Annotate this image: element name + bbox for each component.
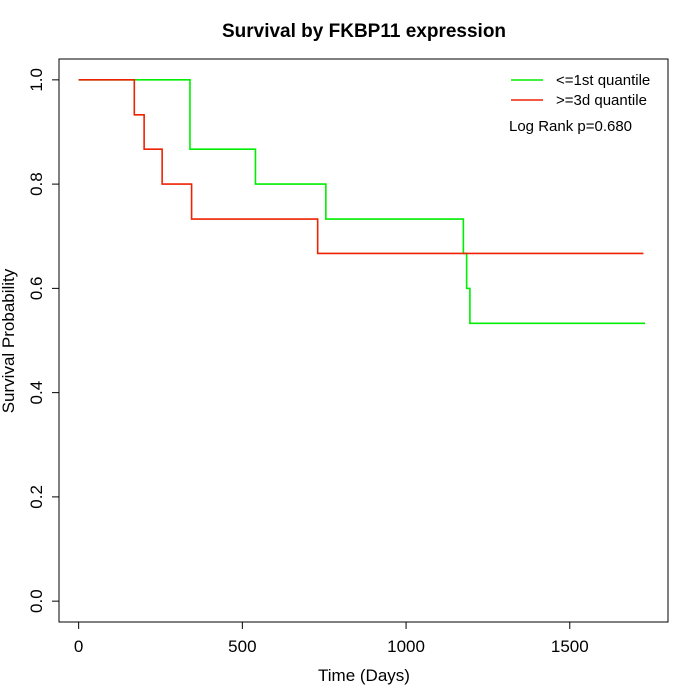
y-tick-label: 0.8: [27, 172, 46, 196]
legend-label-1: <=1st quantile: [556, 72, 650, 89]
y-tick-label: 0.2: [27, 485, 46, 509]
y-tick-label: 0.4: [27, 381, 46, 405]
y-tick-label: 1.0: [27, 68, 46, 92]
x-tick-label: 1000: [387, 637, 425, 656]
x-axis-label: Time (Days): [318, 666, 410, 685]
legend: <=1st quantile >=3d quantile: [511, 72, 650, 109]
plot-frame: [58, 58, 669, 623]
series-layer: [78, 79, 646, 325]
x-tick-label: 1500: [551, 637, 589, 656]
y-axis-label: Survival Probability: [0, 268, 18, 413]
chart-title: Survival by FKBP11 expression: [222, 21, 506, 42]
series-line-1: [78, 79, 646, 325]
log-rank-annotation: Log Rank p=0.680: [509, 118, 632, 135]
x-axis: 0 500 1000 1500: [74, 621, 589, 656]
series-line-2: [78, 79, 644, 255]
y-tick-label: 0.6: [27, 277, 46, 301]
legend-label-2: >=3d quantile: [556, 92, 647, 109]
x-tick-label: 0: [74, 637, 83, 656]
y-tick-label: 0.0: [27, 589, 46, 613]
y-axis: 0.0 0.2 0.4 0.6 0.8 1.0: [27, 68, 60, 613]
x-tick-label: 500: [228, 637, 256, 656]
